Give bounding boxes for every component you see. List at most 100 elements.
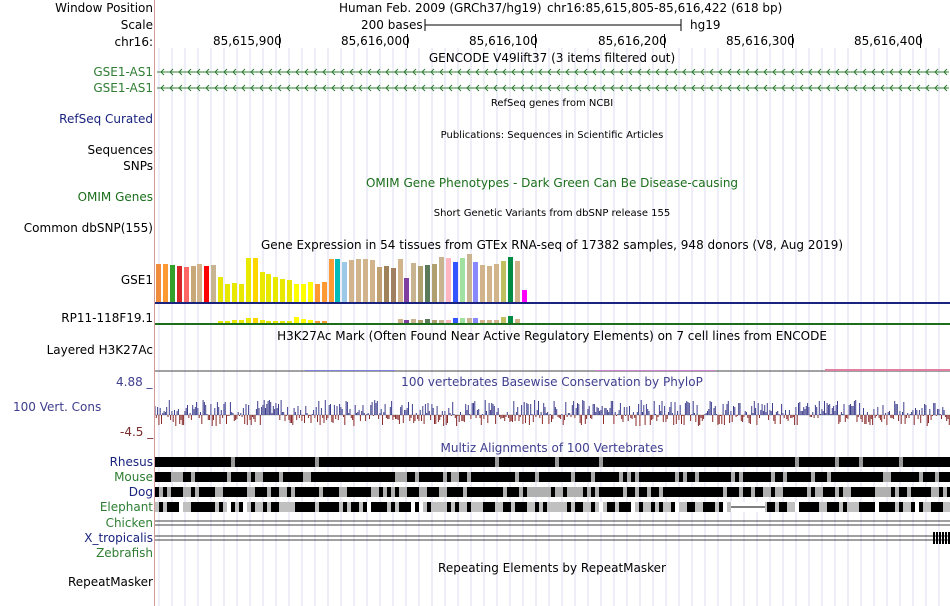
gtex-tissue-bar[interactable] bbox=[252, 318, 258, 323]
gtex-tissue-bar[interactable] bbox=[335, 259, 341, 302]
gtex-tissue-bar[interactable] bbox=[294, 317, 299, 323]
gtex-tissue-bar[interactable] bbox=[480, 320, 486, 323]
gtex-tissue-bar[interactable] bbox=[314, 284, 320, 302]
multiz-species-label[interactable]: Rhesus bbox=[109, 455, 153, 469]
gtex-tissue-bar[interactable] bbox=[197, 264, 203, 302]
gtex-tissue-bar[interactable] bbox=[425, 265, 431, 302]
gtex-tissue-bar[interactable] bbox=[404, 320, 410, 323]
gtex-tissue-bar[interactable] bbox=[466, 254, 472, 302]
gtex-tissue-bar[interactable] bbox=[411, 263, 417, 302]
gtex-tissue-bar[interactable] bbox=[494, 320, 500, 323]
gtex-tissue-bar[interactable] bbox=[273, 321, 279, 323]
gtex-tissue-bar[interactable] bbox=[231, 283, 237, 302]
gtex-tissue-bar[interactable] bbox=[169, 265, 175, 302]
gtex-tissue-bar[interactable] bbox=[376, 267, 382, 302]
gtex-tissue-bar[interactable] bbox=[307, 320, 313, 323]
gtex-tissue-bar[interactable] bbox=[473, 318, 479, 323]
gtex-tissue-bar[interactable] bbox=[397, 319, 403, 323]
h3k27ac-track-title[interactable]: H3K27Ac Mark (Often Found Near Active Re… bbox=[277, 329, 827, 343]
gtex-tissue-bar[interactable] bbox=[342, 262, 348, 302]
gtex-tissue-bar[interactable] bbox=[459, 318, 465, 323]
gtex-gene-label[interactable]: GSE1 bbox=[120, 273, 153, 287]
gtex-tissue-bar[interactable] bbox=[445, 320, 451, 323]
h3k27ac-track-label[interactable]: Layered H3K27Ac bbox=[46, 343, 153, 357]
gtex-tissue-bar[interactable] bbox=[238, 320, 244, 323]
gtex-tissue-bar[interactable] bbox=[452, 318, 458, 323]
gtex-tissue-bar[interactable] bbox=[225, 321, 230, 323]
omim-track-title[interactable]: OMIM Gene Phenotypes - Dark Green Can Be… bbox=[365, 176, 739, 190]
conservation-wiggle[interactable] bbox=[155, 390, 950, 430]
conservation-track-title[interactable]: 100 vertebrates Basewise Conservation by… bbox=[401, 375, 703, 389]
gtex-tissue-bar[interactable] bbox=[314, 321, 320, 323]
gtex-tissue-bar[interactable] bbox=[507, 257, 513, 302]
gtex-tissue-bar[interactable] bbox=[432, 264, 437, 302]
gtex-tissue-bar[interactable] bbox=[287, 280, 293, 302]
dbsnp-track-title[interactable]: Short Genetic Variants from dbSNP releas… bbox=[433, 208, 671, 219]
gtex-tissue-bar[interactable] bbox=[411, 319, 417, 323]
gtex-tissue-bar[interactable] bbox=[190, 266, 196, 302]
omim-track-label[interactable]: OMIM Genes bbox=[77, 190, 153, 204]
gtex-tissue-bar[interactable] bbox=[390, 268, 396, 302]
gtex-tissue-bar[interactable] bbox=[514, 319, 520, 323]
gtex-tissue-bar[interactable] bbox=[369, 260, 375, 302]
gtex-tissue-bar[interactable] bbox=[238, 284, 244, 302]
gtex-tissue-bar[interactable] bbox=[266, 321, 272, 323]
gtex-tissue-bar[interactable] bbox=[507, 316, 513, 323]
gtex-tissue-bar[interactable] bbox=[300, 319, 306, 323]
gtex-tissue-bar[interactable] bbox=[432, 320, 437, 323]
gtex-tissue-bar[interactable] bbox=[218, 321, 224, 323]
gtex-tissue-bar[interactable] bbox=[514, 261, 520, 302]
gtex-tissue-bar[interactable] bbox=[397, 259, 403, 302]
gtex-tissue-bar[interactable] bbox=[466, 318, 472, 323]
gtex-tissue-bar[interactable] bbox=[321, 321, 327, 323]
gtex-tissue-bar[interactable] bbox=[307, 282, 313, 302]
gtex-tissue-bar[interactable] bbox=[501, 261, 506, 302]
gtex-tissue-bar[interactable] bbox=[245, 318, 251, 323]
gtex-tissue-bar[interactable] bbox=[245, 258, 251, 302]
gencode-transcript-2[interactable] bbox=[157, 81, 949, 95]
gtex-tissue-bar[interactable] bbox=[473, 262, 479, 302]
gencode-item-label[interactable]: GSE1-AS1 bbox=[93, 65, 153, 79]
gencode-item-label[interactable]: GSE1-AS1 bbox=[93, 81, 153, 95]
refseq-track-title[interactable]: RefSeq genes from NCBI bbox=[490, 98, 614, 109]
multiz-species-label[interactable]: Zebrafish bbox=[96, 546, 153, 560]
gtex-tissue-bar[interactable] bbox=[287, 321, 293, 323]
gtex-tissue-bar[interactable] bbox=[418, 266, 424, 302]
gtex-tissue-bar[interactable] bbox=[383, 266, 389, 302]
gtex-tissue-bar[interactable] bbox=[300, 284, 306, 302]
repeatmasker-track-label[interactable]: RepeatMasker bbox=[67, 575, 153, 589]
gtex-tissue-bar[interactable] bbox=[252, 258, 258, 302]
gtex-tissue-bar[interactable] bbox=[438, 257, 444, 302]
gtex-tissue-bar[interactable] bbox=[363, 259, 368, 302]
gtex-tissue-bar[interactable] bbox=[259, 272, 265, 302]
gencode-transcript-1[interactable] bbox=[157, 65, 949, 79]
gtex-tissue-bar[interactable] bbox=[418, 320, 424, 323]
dbsnp-track-label[interactable]: Common dbSNP(155) bbox=[23, 221, 153, 235]
multiz-species-label[interactable]: Mouse bbox=[114, 470, 153, 484]
gtex-tissue-bar[interactable] bbox=[211, 265, 217, 302]
gtex-tissue-bar[interactable] bbox=[521, 290, 527, 302]
gtex-tissue-bar[interactable] bbox=[494, 264, 500, 302]
gtex-tissue-bar[interactable] bbox=[218, 277, 224, 302]
multiz-species-label[interactable]: Dog bbox=[128, 485, 153, 499]
gtex-tissue-bar[interactable] bbox=[280, 321, 286, 323]
gtex-tissue-bar[interactable] bbox=[273, 277, 279, 302]
gtex-tissue-bar[interactable] bbox=[404, 278, 410, 302]
gtex-tissue-bar[interactable] bbox=[183, 267, 189, 302]
publications-label-sequences[interactable]: Sequences bbox=[87, 143, 153, 157]
gtex-tissue-bar[interactable] bbox=[176, 266, 182, 302]
multiz-species-label[interactable]: Chicken bbox=[105, 516, 153, 530]
gtex-tissue-bar[interactable] bbox=[445, 258, 451, 302]
gtex-tissue-bar[interactable] bbox=[156, 264, 161, 302]
multiz-species-label[interactable]: X_tropicalis bbox=[84, 531, 153, 545]
gtex-tissue-bar[interactable] bbox=[487, 320, 493, 323]
gtex-tissue-bar[interactable] bbox=[321, 282, 327, 302]
gtex-tissue-bar[interactable] bbox=[328, 259, 334, 302]
gtex-track-title[interactable]: Gene Expression in 54 tissues from GTEx … bbox=[260, 238, 844, 252]
publications-label-snps[interactable]: SNPs bbox=[123, 159, 153, 173]
gtex-tissue-bar[interactable] bbox=[349, 260, 355, 302]
gtex-tissue-bar[interactable] bbox=[501, 317, 506, 323]
gtex-gene-label[interactable]: RP11-118F19.1 bbox=[61, 311, 153, 325]
gtex-tissue-bar[interactable] bbox=[231, 320, 237, 323]
repeatmasker-track-title[interactable]: Repeating Elements by RepeatMasker bbox=[438, 561, 666, 575]
